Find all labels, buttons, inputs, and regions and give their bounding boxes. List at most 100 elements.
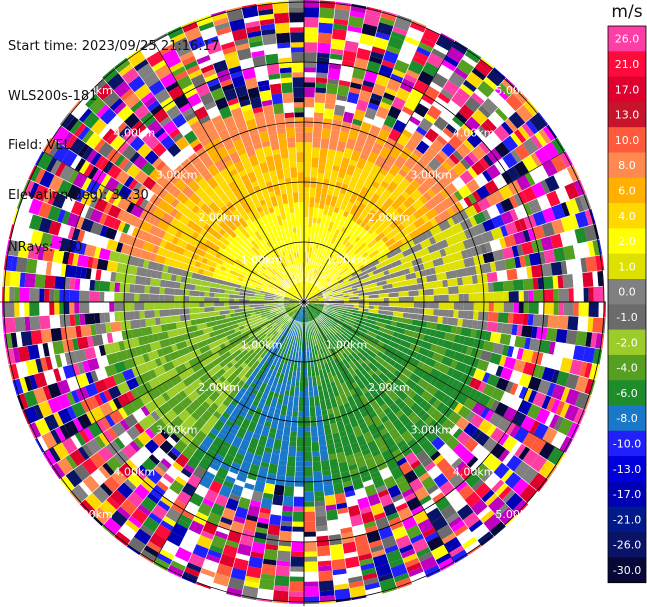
range-gate [421, 136, 433, 147]
range-gate [233, 362, 241, 370]
range-gate [408, 307, 419, 315]
colorbar-tick-label: 17.0 [615, 83, 640, 96]
range-gate [593, 286, 604, 302]
range-gate [240, 362, 248, 369]
range-gate [198, 372, 211, 384]
range-gate [376, 21, 394, 36]
range-gate [326, 288, 332, 292]
range-gate [513, 358, 527, 374]
range-gate [426, 273, 438, 283]
range-gate [313, 305, 324, 310]
range-gate [498, 448, 511, 463]
range-gate [398, 543, 414, 554]
range-gate [83, 426, 95, 441]
range-gate [553, 415, 565, 432]
range-gate [423, 302, 429, 309]
range-gate [299, 336, 303, 347]
colorbar-tick-label: 10.0 [615, 134, 640, 147]
range-gate [316, 308, 327, 315]
range-gate [339, 354, 346, 361]
range-gate [298, 311, 301, 317]
range-gate [422, 402, 433, 413]
range-gate [435, 323, 443, 332]
range-gate [221, 411, 231, 420]
range-gate [349, 204, 359, 216]
range-gate [360, 231, 372, 242]
range-gate [456, 503, 474, 521]
range-gate [270, 417, 280, 430]
range-gate [443, 536, 462, 554]
range-gate [308, 295, 318, 300]
range-gate [109, 409, 124, 425]
range-gate [90, 468, 108, 486]
range-gate [348, 302, 359, 305]
colorbar-tick-label: 2.0 [618, 235, 636, 248]
range-gate [308, 310, 311, 316]
range-gate [480, 469, 494, 483]
range-gate [374, 231, 386, 243]
range-gate [333, 239, 339, 246]
range-gate [433, 308, 439, 317]
range-gate [482, 383, 496, 398]
range-gate [306, 252, 310, 258]
range-gate [248, 348, 255, 356]
range-gate [335, 259, 341, 265]
range-gate [557, 315, 569, 330]
range-gate [427, 419, 438, 430]
range-gate [292, 511, 304, 522]
range-gate [292, 371, 297, 377]
range-gate [452, 442, 468, 458]
range-gate [334, 282, 340, 287]
range-gate [419, 269, 427, 278]
range-gate [357, 496, 371, 510]
range-gate [459, 198, 469, 210]
range-gate [454, 480, 468, 493]
range-gate [260, 573, 276, 581]
range-gate [319, 374, 325, 381]
range-gate [280, 440, 290, 452]
range-gate [551, 137, 566, 155]
range-gate [216, 525, 230, 535]
range-gate [316, 339, 322, 350]
range-gate [543, 249, 556, 264]
range-gate [315, 77, 328, 84]
range-gate [273, 392, 280, 399]
range-gate [378, 364, 390, 376]
range-gate [137, 464, 151, 477]
range-gate [441, 532, 457, 545]
range-gate [308, 298, 319, 301]
range-gate [445, 236, 454, 247]
range-gate [475, 184, 491, 200]
range-gate [358, 405, 367, 414]
range-gate [429, 487, 443, 500]
range-gate [304, 541, 318, 552]
range-gate [174, 393, 184, 403]
range-gate [509, 208, 519, 222]
range-gate [403, 469, 419, 484]
range-gate [415, 352, 423, 361]
range-gate [318, 281, 328, 290]
range-gate [357, 270, 368, 278]
range-gate [400, 404, 414, 418]
range-gate [366, 245, 377, 255]
range-gate [360, 267, 367, 273]
range-gate [368, 305, 374, 310]
range-gate [257, 588, 274, 601]
range-gate [483, 302, 489, 312]
range-gate [213, 328, 225, 337]
range-gate [280, 308, 286, 311]
range-gate [334, 588, 351, 601]
range-gate [360, 362, 368, 369]
range-gate [307, 217, 313, 228]
range-gate [506, 345, 515, 358]
range-gate [393, 302, 404, 308]
range-gate [113, 531, 131, 547]
range-gate [538, 441, 556, 460]
range-gate [461, 275, 474, 286]
range-gate [284, 306, 291, 310]
range-gate [326, 287, 337, 294]
range-gate [181, 509, 196, 521]
range-gate [22, 409, 31, 425]
range-gate [565, 329, 578, 346]
range-gate [354, 361, 365, 372]
